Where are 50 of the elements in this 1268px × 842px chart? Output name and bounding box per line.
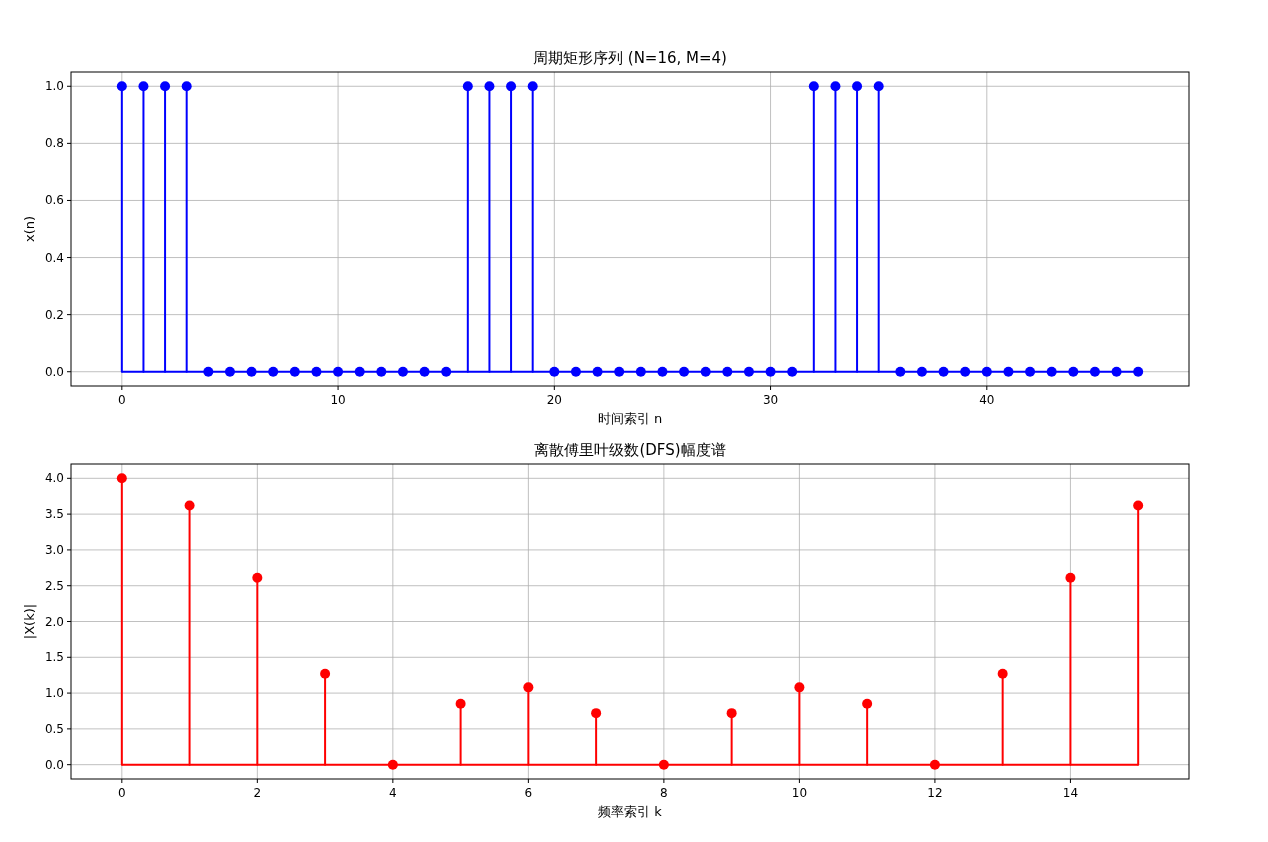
- y-tick-label: 0.4: [44, 250, 64, 265]
- point: [658, 759, 669, 770]
- point: [184, 500, 195, 511]
- y-tick-label: 1.0: [44, 79, 64, 94]
- point: [591, 708, 602, 719]
- y-tick-label: 2.0: [44, 614, 64, 629]
- x-tick-label: 12: [927, 786, 943, 800]
- point: [794, 682, 805, 693]
- x-tick-label: 30: [762, 393, 779, 407]
- point: [320, 668, 331, 679]
- y-tick-label: 0.6: [44, 193, 64, 208]
- point: [116, 473, 127, 484]
- x-axis-title: 频率索引 k: [598, 804, 663, 819]
- point: [523, 682, 534, 693]
- x-tick-label: 10: [791, 786, 808, 800]
- x-axis-title: 时间索引 n: [597, 411, 663, 426]
- y-tick-label: 1.0: [44, 686, 64, 701]
- y-tick-label: 3.5: [44, 507, 64, 522]
- x-tick-label: 0: [118, 786, 126, 800]
- y-tick-label: 1.5: [44, 650, 64, 665]
- y-tick-label: 0.8: [44, 136, 64, 151]
- x-tick-label: 10: [330, 393, 346, 407]
- x-tick-label: 0: [118, 393, 126, 407]
- x-tick-label: 4: [389, 786, 397, 800]
- point: [252, 572, 263, 583]
- point: [997, 668, 1008, 679]
- point: [929, 759, 940, 770]
- y-tick-label: 3.0: [44, 542, 64, 557]
- chart-title: 离散傅里叶级数(DFS)幅度谱: [534, 441, 726, 459]
- point: [387, 759, 398, 770]
- y-axis-title: |X(k)|: [22, 603, 37, 640]
- chart-title: 周期矩形序列 (N=16, M=4): [533, 49, 727, 67]
- x-tick-label: 14: [1062, 786, 1079, 800]
- point: [1065, 572, 1076, 583]
- y-tick-label: 4.0: [44, 471, 64, 486]
- y-tick-label: 0.5: [44, 721, 64, 736]
- x-tick-label: 20: [546, 393, 562, 407]
- x-tick-label: 2: [253, 786, 262, 800]
- point: [862, 698, 873, 709]
- point: [455, 698, 466, 709]
- y-tick-label: 0.0: [44, 757, 64, 772]
- x-tick-label: 40: [979, 393, 995, 407]
- point: [726, 708, 737, 719]
- point: [1133, 500, 1144, 511]
- y-tick-label: 2.5: [44, 578, 64, 593]
- x-tick-label: 6: [524, 786, 533, 800]
- y-axis-title: x(n): [22, 215, 37, 243]
- y-tick-label: 0.0: [44, 364, 64, 379]
- y-tick-label: 0.2: [44, 307, 64, 322]
- x-tick-label: 8: [660, 786, 668, 800]
